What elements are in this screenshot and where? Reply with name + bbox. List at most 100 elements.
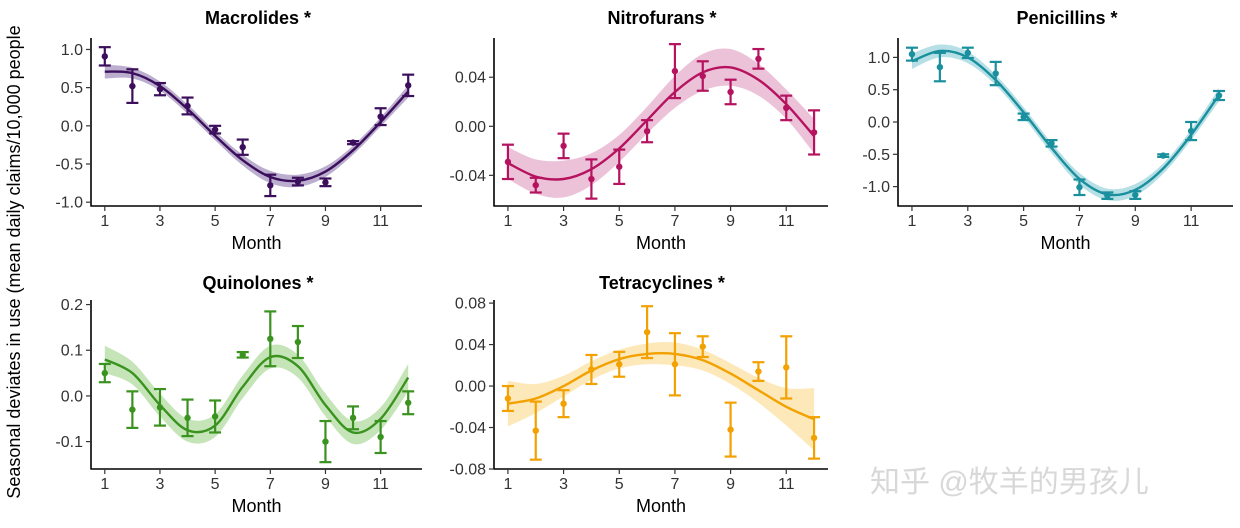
x-tick-label: 3 (559, 213, 568, 230)
y-tick-label: -0.04 (450, 168, 487, 185)
data-point-month-7 (671, 361, 679, 368)
data-point-month-11 (783, 364, 790, 371)
y-tick-label: -0.5 (862, 147, 890, 164)
data-point-month-8 (699, 72, 706, 80)
data-point-month-3 (156, 85, 164, 93)
data-point-month-6 (643, 328, 651, 336)
confidence-band (104, 64, 409, 188)
x-tick-label: 5 (211, 213, 220, 230)
data-point-month-2 (532, 427, 539, 434)
x-tick-label: 11 (1183, 213, 1200, 230)
data-point-month-7 (1076, 184, 1083, 191)
data-point-month-5 (616, 361, 623, 368)
data-point-month-12 (405, 399, 412, 406)
data-point-month-4 (992, 70, 999, 77)
data-point-month-3 (560, 400, 567, 407)
x-tick-label: 3 (963, 213, 972, 230)
data-point-month-11 (377, 433, 384, 441)
data-point-month-8 (1104, 192, 1111, 199)
panel-title: Macrolides * (205, 8, 311, 28)
data-point-month-6 (239, 351, 246, 359)
data-point-month-11 (1187, 127, 1195, 135)
x-tick-label: 3 (156, 476, 165, 493)
data-point-month-6 (1048, 140, 1055, 147)
panel-title: Tetracyclines * (599, 273, 725, 293)
panel-quinolones: Quinolones * -0.1 0.0 0.1 0.2 1 3 5 7 9 11 Month (55, 273, 422, 516)
x-tick-label: 5 (615, 476, 624, 493)
x-tick-label: 7 (670, 213, 679, 230)
data-point-month-11 (377, 113, 384, 120)
x-tick-label: 9 (321, 213, 330, 230)
data-point-month-2 (129, 82, 136, 90)
x-tick-label: 1 (100, 476, 109, 493)
x-tick-label: 7 (1075, 213, 1084, 230)
x-tick-label: 7 (670, 476, 679, 493)
panel-macrolides: Macrolides * -1.0 -0.5 0.0 0.5 1.0 1 3 5 7 9 11 Mont… (55, 8, 422, 253)
x-tick-label: 1 (100, 213, 109, 230)
x-tick-label: 9 (321, 476, 330, 493)
data-point-month-12 (1215, 92, 1223, 99)
data-point-month-12 (405, 82, 412, 89)
data-point-month-2 (129, 406, 136, 413)
x-tick-label: 9 (1131, 213, 1140, 230)
y-tick-label: -1.0 (55, 195, 83, 212)
data-point-month-10 (349, 414, 357, 422)
y-tick-label: -0.08 (450, 462, 487, 479)
y-tick-label: 0.0 (61, 388, 83, 405)
data-point-month-9 (727, 88, 734, 96)
data-point-month-7 (267, 335, 274, 343)
y-tick-label: 0.04 (455, 70, 486, 87)
fitted-curve (507, 65, 815, 181)
confidence-band (912, 44, 1219, 201)
data-point-month-12 (810, 434, 818, 442)
fitted-curve (911, 49, 1220, 197)
x-tick-label: 7 (266, 476, 275, 493)
data-point-month-11 (783, 104, 790, 112)
data-point-month-5 (616, 163, 623, 170)
data-point-month-1 (504, 395, 512, 402)
confidence-band (104, 344, 409, 445)
y-tick-label: 0.0 (868, 115, 890, 132)
panel-penicillins: Penicillins * -1.0 -0.5 0.0 0.5 1.0 1 3 5 7 9 11 Mon… (862, 8, 1233, 253)
x-tick-label: 3 (559, 476, 568, 493)
data-point-month-4 (184, 102, 191, 110)
data-point-month-8 (294, 178, 302, 185)
y-tick-label: 0.0 (61, 118, 83, 135)
panel-nitrofurans: Nitrofurans * -0.04 0.00 0.04 1 3 5 7 9 11 Month (450, 8, 828, 253)
data-point-month-12 (810, 129, 818, 136)
data-point-month-9 (322, 438, 329, 445)
watermark: 知乎 @牧羊的男孩儿 (870, 466, 1149, 499)
fitted-curve (104, 354, 410, 435)
data-point-month-1 (101, 369, 108, 377)
confidence-band (507, 48, 815, 198)
data-point-month-10 (349, 139, 357, 146)
y-tick-label: 0.5 (61, 80, 83, 97)
x-tick-label: 1 (503, 213, 512, 230)
x-axis-label: Month (636, 233, 686, 253)
y-tick-label: 1.0 (61, 42, 83, 59)
confidence-band (507, 342, 815, 451)
panel-title: Nitrofurans * (607, 8, 716, 28)
x-axis-label: Month (231, 496, 281, 516)
y-tick-label: -0.04 (450, 420, 487, 437)
data-point-month-7 (671, 67, 679, 75)
data-point-month-6 (239, 144, 246, 151)
data-point-month-4 (588, 366, 595, 373)
data-point-month-4 (588, 175, 595, 183)
data-point-month-5 (211, 413, 219, 420)
y-tick-label: 0.00 (455, 119, 486, 136)
x-axis-label: Month (1040, 233, 1090, 253)
panel-title: Penicillins * (1016, 8, 1117, 28)
x-tick-label: 5 (1019, 213, 1028, 230)
y-tick-label: -0.5 (55, 157, 83, 174)
data-point-month-6 (643, 127, 651, 135)
data-point-month-4 (184, 414, 191, 422)
y-tick-label: 0.5 (868, 82, 890, 99)
data-point-month-3 (560, 142, 567, 150)
x-tick-label: 9 (726, 476, 735, 493)
x-tick-label: 11 (372, 213, 389, 230)
y-tick-label: 0.08 (455, 296, 486, 313)
y-tick-label: 0.1 (61, 343, 83, 360)
x-tick-label: 9 (726, 213, 735, 230)
